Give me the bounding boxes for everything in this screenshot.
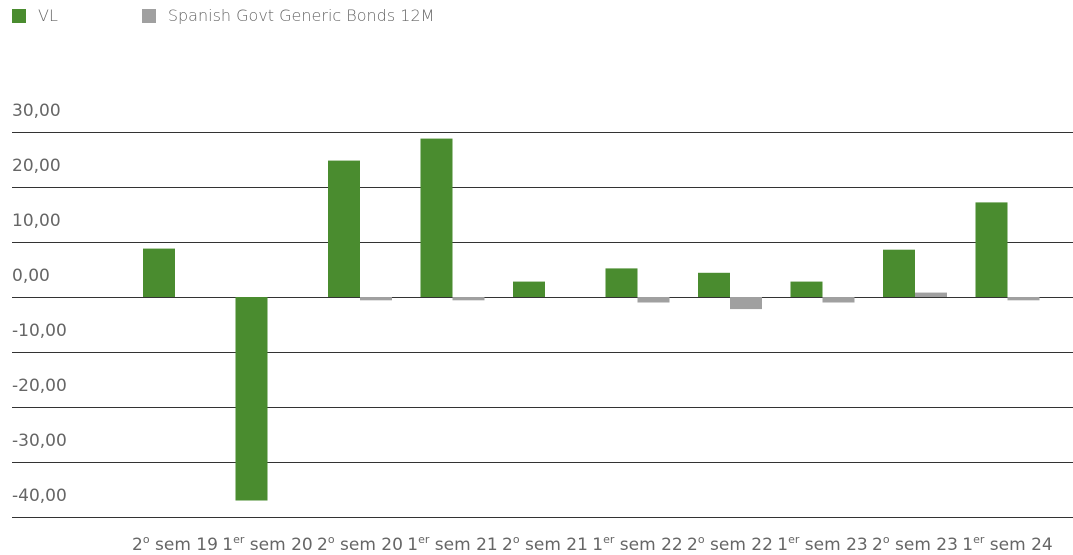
x-tick-label: 2o sem 22 (687, 533, 773, 555)
y-tick-label: -10,00 (12, 321, 67, 341)
legend-swatch-vl (12, 8, 26, 23)
bar-bonds (452, 297, 485, 301)
legend: VL Spanish Govt Generic Bonds 12M (12, 6, 518, 25)
bar-bonds (1007, 297, 1040, 301)
legend-label-vl: VL (38, 6, 58, 25)
legend-item-bonds: Spanish Govt Generic Bonds 12M (141, 6, 435, 25)
bar-vl (235, 297, 268, 501)
y-tick-label: 30,00 (12, 101, 61, 121)
bar-vl (420, 138, 453, 297)
x-tick-label: 1er sem 22 (592, 533, 682, 555)
bars (143, 138, 1040, 501)
y-tick-label: -40,00 (12, 486, 67, 506)
legend-label-bonds: Spanish Govt Generic Bonds 12M (167, 6, 435, 25)
y-tick-label: -20,00 (12, 376, 67, 396)
bar-vl (143, 248, 175, 297)
bar-bonds (730, 297, 762, 310)
y-tick-label: 10,00 (12, 211, 61, 231)
x-tick-label: 1er sem 24 (962, 533, 1052, 555)
gridlines (12, 132, 1073, 518)
legend-swatch-bonds (141, 8, 156, 23)
x-tick-label: 2o sem 21 (502, 533, 588, 555)
y-tick-label: 20,00 (12, 156, 61, 176)
y-axis-ticks: 30,00 20,00 10,00 0,00 -10,00 -20,00 -30,00 -40… (12, 101, 67, 506)
bar-bonds (822, 297, 855, 303)
x-axis-ticks: 2o sem 19 1er sem 20 2o sem 20 1er sem 21 2o… (132, 533, 1053, 555)
y-tick-label: 0,00 (12, 266, 50, 286)
bar-vl (328, 160, 360, 297)
x-tick-label: 2o sem 20 (317, 533, 403, 555)
bar-vl (698, 272, 730, 297)
bar-vl (883, 249, 915, 297)
bar-vl (513, 281, 545, 297)
legend-item-vl: VL (12, 6, 58, 25)
x-tick-label: 2o sem 23 (872, 533, 958, 555)
bar-bonds (637, 297, 670, 303)
bar-vl (605, 268, 638, 297)
bar-vl (975, 202, 1008, 297)
y-tick-label: -30,00 (12, 431, 67, 451)
bar-bonds (360, 297, 392, 301)
bar-bonds (915, 292, 947, 297)
x-tick-label: 2o sem 19 (132, 533, 218, 555)
bar-vl (790, 281, 823, 297)
x-tick-label: 1er sem 21 (407, 533, 497, 555)
x-tick-label: 1er sem 23 (777, 533, 867, 555)
x-tick-label: 1er sem 20 (222, 533, 312, 555)
